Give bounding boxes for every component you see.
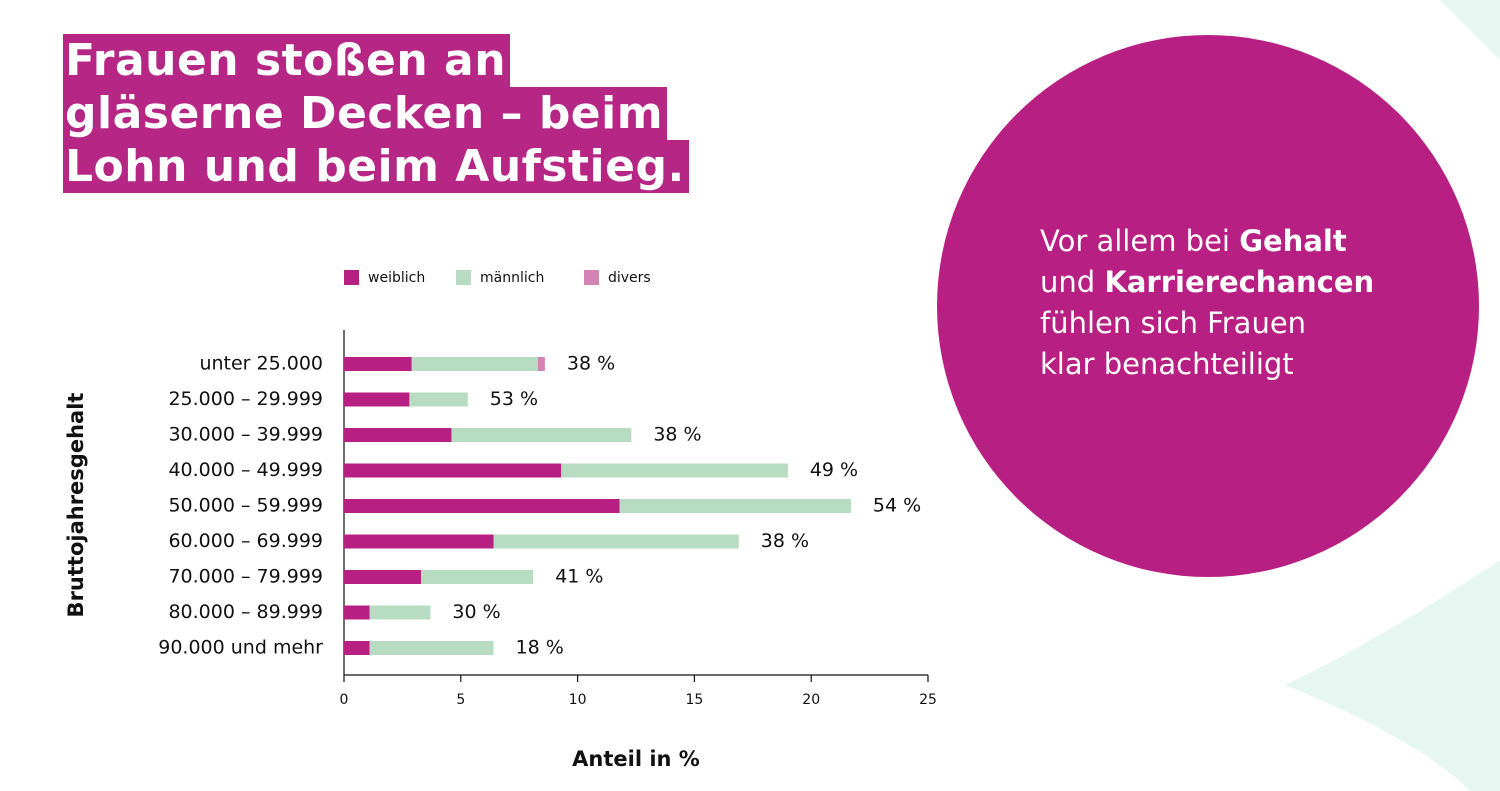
y-tick-label: 50.000 – 59.999: [168, 495, 323, 517]
y-tick-label: 30.000 – 39.999: [168, 424, 323, 446]
title-line: Lohn und beim Aufstieg.: [63, 140, 689, 193]
bar-segment: [537, 357, 545, 371]
bar-segment: [619, 499, 851, 513]
callout-line: fühlen sich Frauen: [1040, 306, 1306, 340]
bar-segment: [561, 463, 788, 478]
y-tick-label: 90.000 und mehr: [158, 637, 323, 659]
legend-swatch: [344, 270, 359, 285]
legend-label: männlich: [480, 270, 544, 286]
x-tick-label: 5: [456, 692, 465, 708]
title-line: Frauen stoßen an: [63, 34, 511, 87]
title-line: gläserne Decken – beim: [63, 87, 668, 140]
bar-segment: [344, 570, 422, 584]
bar-segment: [344, 428, 452, 442]
bar-segment: [344, 605, 370, 620]
bar-segment: [344, 463, 562, 478]
y-tick-label: unter 25.000: [199, 353, 323, 375]
bar-label: 49 %: [810, 459, 858, 481]
legend-label: divers: [608, 270, 651, 286]
bar-label: 38 %: [653, 424, 701, 446]
decor-bottom: [1285, 560, 1500, 791]
decor-top: [1440, 0, 1500, 60]
bar-segment: [344, 534, 494, 549]
bar-segment: [369, 605, 431, 620]
bar-label: 18 %: [516, 637, 564, 659]
x-tick-label: 25: [919, 692, 937, 708]
x-tick-label: 15: [685, 692, 703, 708]
bar-segment: [344, 641, 370, 655]
bar-label: 38 %: [761, 530, 809, 552]
bar-segment: [493, 534, 739, 549]
legend-label: weiblich: [368, 270, 425, 286]
bar-label: 54 %: [873, 495, 921, 517]
callout-text: fühlen sich Frauen: [1040, 306, 1306, 340]
callout-circle: [937, 35, 1479, 577]
bar-label: 41 %: [555, 566, 603, 588]
bar-segment: [421, 570, 534, 584]
callout-line: und Karrierechancen: [1040, 265, 1374, 299]
x-tick-label: 20: [802, 692, 820, 708]
callout-text: Gehalt: [1239, 224, 1347, 258]
bar-segment: [344, 499, 620, 513]
legend-swatch: [456, 270, 471, 285]
callout-text: Vor allem bei: [1040, 224, 1239, 258]
bar-segment: [344, 357, 412, 371]
y-tick-label: 80.000 – 89.999: [168, 601, 323, 623]
bar-segment: [409, 392, 468, 407]
bar-segment: [344, 392, 410, 407]
callout-text: klar benachteiligt: [1040, 347, 1294, 381]
y-tick-label: 60.000 – 69.999: [168, 530, 323, 552]
callout-text: und: [1040, 265, 1104, 299]
bar-segment: [411, 357, 538, 371]
y-tick-label: 70.000 – 79.999: [168, 566, 323, 588]
x-tick-label: 10: [569, 692, 587, 708]
bar-label: 30 %: [452, 601, 500, 623]
callout: Vor allem bei Gehalt und Karrierechancen f…: [1040, 224, 1374, 381]
callout-text: Karrierechancen: [1104, 265, 1374, 299]
x-tick-label: 0: [340, 692, 349, 708]
y-tick-label: 40.000 – 49.999: [168, 459, 323, 481]
bar-segment: [369, 641, 494, 655]
bar-segment: [451, 428, 632, 442]
callout-line: klar benachteiligt: [1040, 347, 1294, 381]
x-axis-label: Anteil in %: [572, 747, 700, 771]
legend-swatch: [584, 270, 599, 285]
callout-line: Vor allem bei Gehalt: [1040, 224, 1347, 258]
title: Frauen stoßen an gläserne Decken – beim Lo…: [63, 34, 689, 193]
bar-label: 38 %: [567, 353, 615, 375]
y-axis-label: Bruttojahresgehalt: [64, 393, 88, 618]
bar-label: 53 %: [490, 388, 538, 410]
y-tick-label: 25.000 – 29.999: [168, 388, 323, 410]
